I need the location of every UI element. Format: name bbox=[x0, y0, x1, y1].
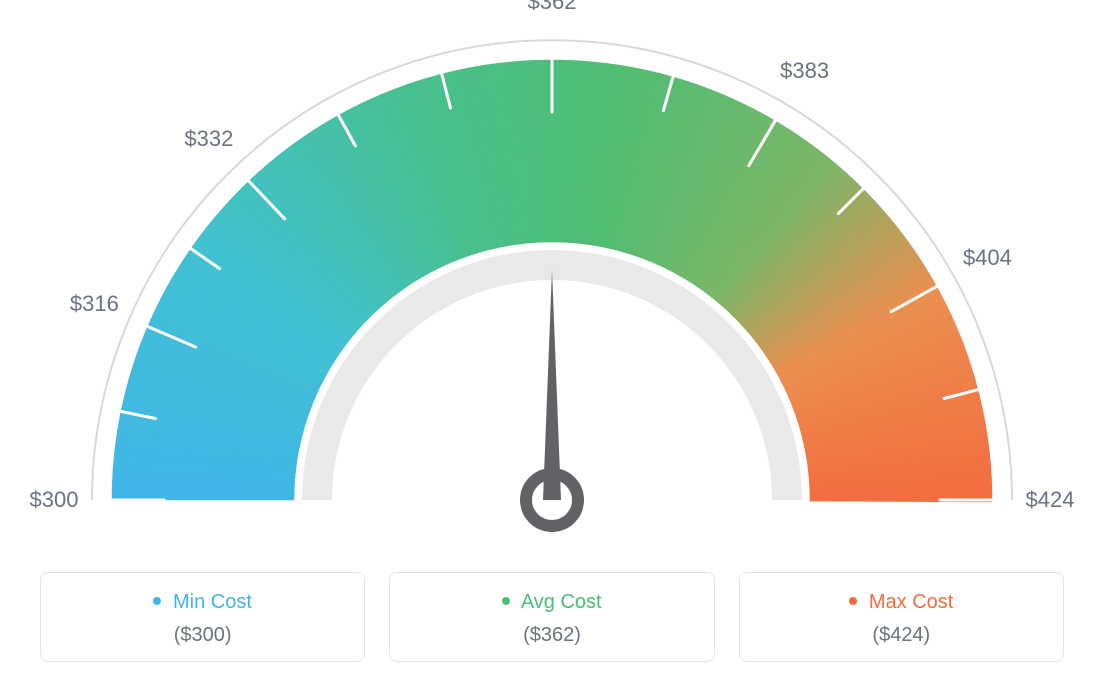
legend-value: ($362) bbox=[400, 624, 703, 647]
dot-icon bbox=[153, 597, 161, 605]
gauge-tick-label: $332 bbox=[184, 126, 233, 152]
gauge-svg bbox=[0, 0, 1104, 560]
dot-icon bbox=[502, 597, 510, 605]
legend-row: Min Cost ($300) Avg Cost ($362) Max Cost… bbox=[40, 572, 1064, 662]
legend-title-min: Min Cost bbox=[51, 591, 354, 614]
gauge-tick-label: $362 bbox=[528, 0, 577, 15]
gauge-tick-label: $316 bbox=[70, 291, 119, 317]
legend-value: ($424) bbox=[750, 624, 1053, 647]
gauge-tick-label: $424 bbox=[1026, 487, 1075, 513]
cost-gauge: $300 $316 $332 $362 $383 $404 $424 bbox=[0, 0, 1104, 560]
legend-title-max: Max Cost bbox=[750, 591, 1053, 614]
legend-label: Max Cost bbox=[869, 591, 953, 613]
gauge-tick-label: $404 bbox=[963, 245, 1012, 271]
gauge-tick-label: $383 bbox=[780, 58, 829, 84]
gauge-tick-label: $300 bbox=[30, 487, 79, 513]
legend-card-min: Min Cost ($300) bbox=[40, 572, 365, 662]
legend-card-max: Max Cost ($424) bbox=[739, 572, 1064, 662]
legend-card-avg: Avg Cost ($362) bbox=[389, 572, 714, 662]
legend-value: ($300) bbox=[51, 624, 354, 647]
legend-title-avg: Avg Cost bbox=[400, 591, 703, 614]
dot-icon bbox=[849, 597, 857, 605]
legend-label: Min Cost bbox=[173, 591, 252, 613]
legend-label: Avg Cost bbox=[521, 591, 602, 613]
